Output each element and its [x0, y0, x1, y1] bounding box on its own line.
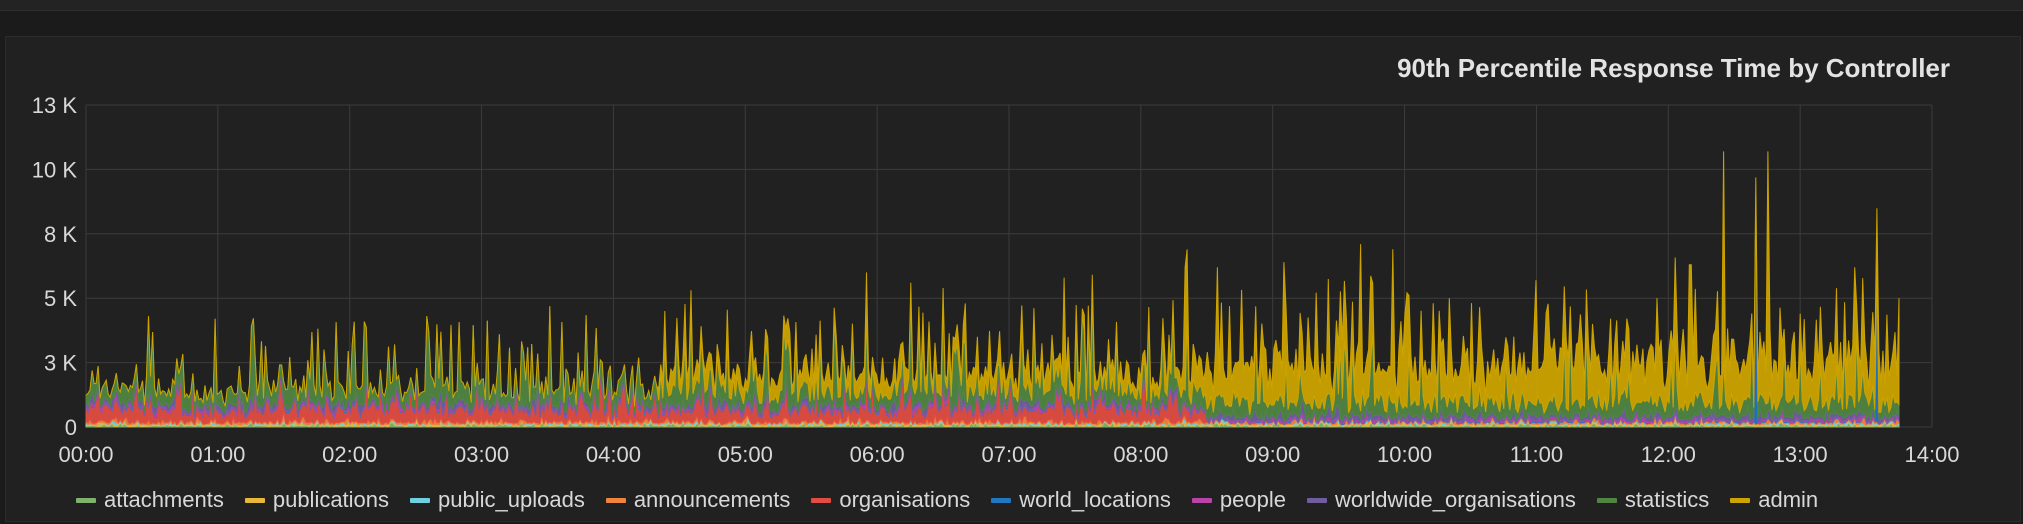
legend-item-people[interactable]: people	[1191, 487, 1286, 513]
legend-swatch	[76, 497, 96, 503]
y-tick-label: 10 K	[32, 157, 78, 182]
x-tick-label: 11:00	[1510, 442, 1563, 467]
x-tick-label: 03:00	[454, 442, 509, 467]
legend-item-publications[interactable]: publications	[244, 487, 390, 513]
y-tick-label: 5 K	[44, 286, 77, 311]
x-tick-label: 04:00	[586, 442, 641, 467]
x-tick-label: 10:00	[1377, 442, 1432, 467]
x-tick-label: 14:00	[1904, 442, 1959, 467]
chart-legend: attachments publications public_uploads ann…	[76, 482, 1839, 518]
legend-label: announcements	[633, 487, 791, 512]
legend-label: attachments	[104, 487, 224, 512]
x-tick-label: 00:00	[58, 442, 113, 467]
x-tick-label: 05:00	[718, 442, 773, 467]
legend-swatch	[1191, 497, 1212, 503]
legend-label: publications	[272, 487, 390, 512]
legend-label: public_uploads	[438, 487, 585, 512]
legend-label: admin	[1758, 487, 1819, 512]
legend-swatch	[991, 497, 1012, 503]
legend-item-attachments[interactable]: attachments	[76, 487, 224, 513]
legend-swatch	[1306, 497, 1327, 503]
legend-item-worldwide-organisations[interactable]: worldwide_organisations	[1306, 487, 1576, 513]
y-tick-label: 8 K	[44, 222, 77, 247]
legend-item-admin[interactable]: admin	[1730, 487, 1818, 513]
axis-labels: 0 3 K 5 K 8 K 10 K 13 K 00:00 01:00 02:00 03:00 04…	[32, 93, 1960, 467]
x-tick-label: 12:00	[1641, 442, 1696, 467]
legend-label: statistics	[1624, 487, 1710, 512]
x-tick-label: 09:00	[1245, 442, 1300, 467]
x-tick-label: 01:00	[190, 442, 245, 467]
legend-swatch	[811, 497, 832, 503]
x-tick-label: 06:00	[850, 442, 905, 467]
legend-swatch	[1596, 497, 1617, 503]
y-tick-label: 3 K	[44, 351, 77, 376]
legend-label: worldwide_organisations	[1334, 487, 1576, 512]
legend-swatch	[605, 497, 626, 503]
legend-item-public-uploads[interactable]: public_uploads	[410, 487, 585, 513]
legend-label: people	[1219, 487, 1286, 512]
x-tick-label: 07:00	[981, 442, 1036, 467]
dashboard-top-strip	[0, 0, 2023, 11]
legend-item-organisations[interactable]: organisations	[811, 487, 970, 513]
legend-label: world_locations	[1019, 487, 1171, 512]
x-tick-label: 13:00	[1773, 442, 1828, 467]
legend-item-world-locations[interactable]: world_locations	[991, 487, 1171, 513]
legend-item-statistics[interactable]: statistics	[1596, 487, 1710, 513]
legend-item-announcements[interactable]: announcements	[605, 487, 791, 513]
legend-swatch	[1730, 497, 1751, 503]
legend-label: organisations	[839, 487, 971, 512]
y-tick-label: 13 K	[32, 93, 78, 118]
legend-swatch	[410, 497, 431, 503]
series-admin	[85, 151, 1900, 415]
x-tick-label: 02:00	[322, 442, 377, 467]
series-layer	[85, 151, 1900, 428]
y-tick-label: 0	[65, 415, 77, 440]
x-tick-label: 08:00	[1113, 442, 1168, 467]
graph-panel: 90th Percentile Response Time by Control…	[5, 36, 2021, 522]
panel-title[interactable]: 90th Percentile Response Time by Control…	[1397, 53, 1950, 83]
legend-swatch	[244, 497, 265, 503]
